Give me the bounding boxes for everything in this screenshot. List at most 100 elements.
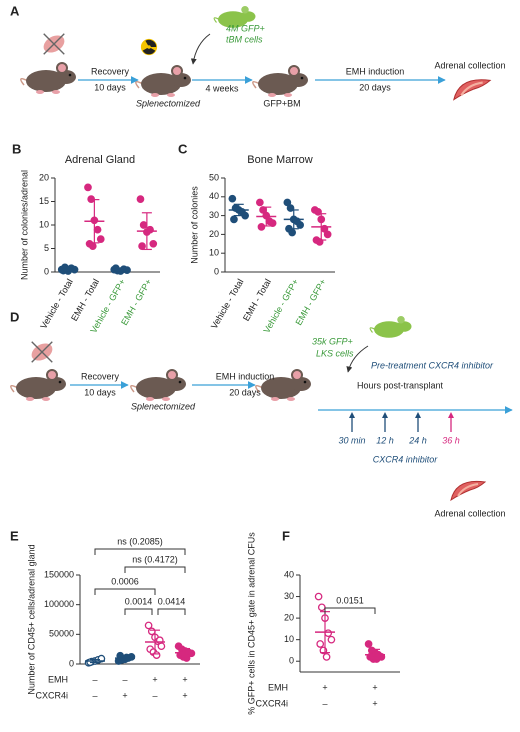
step-label: GFP+BM	[263, 98, 300, 108]
condition-label: CXCR4i	[255, 698, 288, 708]
condition-value: +	[322, 682, 327, 692]
step-label: 10 days	[94, 82, 126, 92]
condition-label: EMH	[268, 682, 288, 692]
data-point	[228, 194, 237, 203]
data-point	[149, 239, 158, 248]
panel-label: F	[282, 528, 290, 543]
step-label: Adrenal collection	[434, 60, 505, 70]
condition-value: +	[372, 682, 377, 692]
cells-label: LKS cells	[316, 348, 354, 358]
step-label: EMH induction	[216, 371, 275, 381]
step-label: Adrenal collection	[434, 508, 505, 518]
data-point	[283, 198, 292, 207]
y-tick-label: 0	[214, 266, 219, 276]
step-label: 10 days	[84, 387, 116, 397]
data-point	[327, 635, 336, 644]
condition-value: –	[152, 690, 157, 700]
time-label: 12 h	[376, 435, 394, 445]
data-point	[93, 225, 102, 234]
timeline-label: Hours post-transplant	[357, 380, 444, 390]
panel-label: C	[178, 141, 188, 156]
data-point	[364, 640, 373, 648]
y-axis-label: Number of colonies/adrenal	[19, 170, 29, 280]
time-label: 30 min	[338, 435, 365, 445]
significance-bracket	[157, 608, 186, 615]
inhibitor-label: CXCR4 inhibitor	[373, 454, 439, 464]
data-point	[97, 654, 106, 663]
panel-d: D Recovery 10 days Splenectomized EMH in…	[10, 309, 513, 518]
condition-value: +	[372, 698, 377, 708]
chart-title: Bone Marrow	[247, 154, 312, 166]
data-point	[324, 629, 333, 638]
step-label: Splenectomized	[136, 98, 201, 108]
data-point	[144, 621, 153, 630]
x-tick-label: EMH - Total	[241, 277, 273, 323]
data-point	[296, 221, 304, 229]
panel-label: B	[12, 141, 21, 156]
cells-label: tBM cells	[226, 34, 263, 44]
time-label: 36 h	[442, 435, 460, 445]
cells-label: 35k GFP+	[312, 336, 353, 346]
data-point	[84, 183, 92, 192]
data-point	[96, 235, 105, 243]
panel-label: D	[10, 309, 19, 324]
data-point	[322, 653, 331, 661]
y-tick-label: 5	[44, 243, 49, 253]
data-point	[88, 242, 97, 250]
step-label: EMH induction	[346, 66, 405, 76]
y-tick-label: 0	[44, 266, 49, 276]
data-point	[323, 230, 332, 239]
p-value: 0.0151	[336, 595, 364, 605]
condition-value: –	[92, 674, 97, 684]
step-label: Recovery	[91, 66, 130, 76]
condition-value: –	[322, 698, 327, 708]
data-point	[136, 195, 145, 203]
data-point	[138, 242, 146, 250]
y-tick-label: 30	[209, 210, 219, 220]
condition-label: CXCR4i	[35, 690, 68, 700]
y-tick-label: 10	[39, 219, 49, 229]
p-value: 0.0014	[125, 596, 153, 606]
step-label: 20 days	[229, 387, 261, 397]
significance-bracket	[94, 588, 156, 595]
y-tick-label: 150000	[44, 569, 74, 579]
significance-bracket	[124, 608, 153, 615]
data-point	[257, 223, 266, 231]
condition-label: EMH	[48, 674, 68, 684]
y-tick-label: 0	[69, 658, 74, 668]
pretreatment-label: Pre-treatment CXCR4 inhibitor	[371, 360, 494, 370]
data-point	[146, 225, 154, 234]
time-arrowhead	[382, 412, 388, 418]
data-point	[255, 198, 264, 207]
panel-a: A Recovery 10 days Splenectomized 4M GFP…	[10, 3, 506, 108]
y-tick-label: 30	[284, 591, 294, 601]
p-value: ns (0.2085)	[117, 536, 163, 546]
y-tick-label: 100000	[44, 599, 74, 609]
condition-value: –	[92, 690, 97, 700]
condition-value: +	[182, 674, 187, 684]
time-arrowhead	[349, 412, 355, 418]
p-value: 0.0006	[111, 576, 139, 586]
data-point	[139, 221, 148, 229]
y-tick-label: 50	[209, 172, 219, 182]
condition-value: –	[122, 674, 127, 684]
data-point	[152, 651, 161, 659]
condition-value: +	[152, 674, 157, 684]
data-point	[372, 655, 381, 663]
y-axis-label: % GFP+ cells in CD45+ gate in adrenal CF…	[246, 532, 256, 715]
step-label: 4 weeks	[205, 83, 239, 93]
significance-bracket	[324, 607, 376, 614]
data-point	[314, 592, 323, 601]
data-point	[316, 640, 325, 648]
y-tick-label: 40	[284, 569, 294, 579]
p-value: ns (0.4172)	[132, 554, 178, 564]
step-label: 20 days	[359, 82, 391, 92]
panel-label: E	[10, 528, 19, 543]
y-tick-label: 15	[39, 196, 49, 206]
condition-value: +	[122, 690, 127, 700]
x-tick-label: Vehicle - Total	[209, 277, 246, 330]
condition-value: +	[182, 690, 187, 700]
y-tick-label: 20	[39, 172, 49, 182]
y-tick-label: 10	[209, 248, 219, 258]
